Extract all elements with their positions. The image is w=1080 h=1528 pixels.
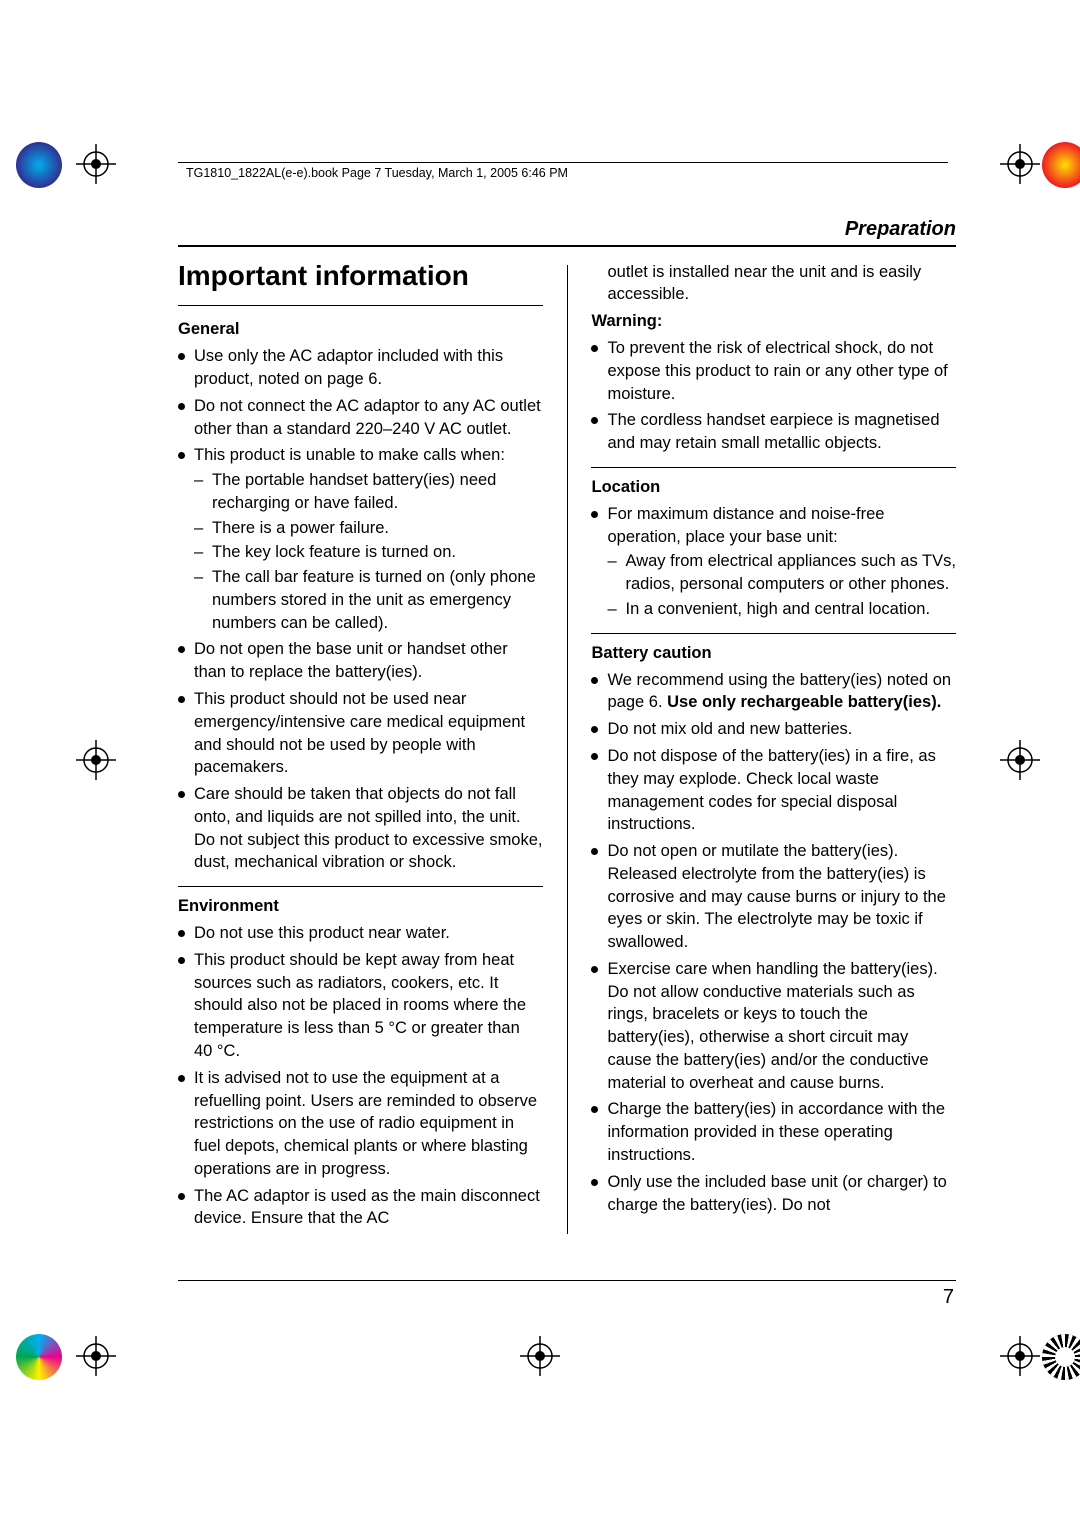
- warning-list: To prevent the risk of electrical shock,…: [591, 337, 956, 455]
- continuation-text: outlet is installed near the unit and is…: [591, 261, 956, 307]
- page-number: 7: [943, 1286, 954, 1309]
- list-item: Do not dispose of the battery(ies) in a …: [591, 745, 956, 836]
- crop-mark-icon: [76, 144, 116, 184]
- list-item: The cordless handset earpiece is magneti…: [591, 409, 956, 455]
- color-swatch-icon: [16, 1334, 62, 1380]
- list-item: Away from electrical appliances such as …: [607, 550, 956, 596]
- sublist: The portable handset battery(ies) need r…: [194, 469, 543, 634]
- crop-mark-icon: [76, 740, 116, 780]
- heading-environment: Environment: [178, 897, 543, 916]
- crop-mark-icon: [1000, 144, 1040, 184]
- page-title: Important information: [178, 261, 543, 292]
- crop-mark-icon: [520, 1336, 560, 1376]
- column-divider: [567, 265, 568, 1235]
- general-list: Use only the AC adaptor included with th…: [178, 345, 543, 874]
- color-swatch-icon: [16, 142, 62, 188]
- list-item: Do not open the base unit or handset oth…: [178, 638, 543, 684]
- section-rule: [178, 245, 956, 247]
- page-content: Preparation Important information Genera…: [178, 218, 956, 1234]
- list-item: This product is unable to make calls whe…: [178, 444, 543, 634]
- crop-mark-icon: [76, 1336, 116, 1376]
- heading-warning: Warning:: [591, 312, 956, 331]
- color-swatch-icon: [1042, 1334, 1080, 1380]
- list-item: We recommend using the battery(ies) note…: [591, 669, 956, 715]
- list-item: In a convenient, high and central locati…: [607, 598, 956, 621]
- list-item: Care should be taken that objects do not…: [178, 783, 543, 874]
- section-divider: [178, 886, 543, 887]
- location-list: For maximum distance and noise-free oper…: [591, 503, 956, 621]
- heading-location: Location: [591, 478, 956, 497]
- list-item: For maximum distance and noise-free oper…: [591, 503, 956, 621]
- heading-battery: Battery caution: [591, 644, 956, 663]
- footer-rule: [178, 1280, 956, 1281]
- section-divider: [591, 633, 956, 634]
- section-label: Preparation: [178, 218, 956, 241]
- crop-mark-icon: [1000, 1336, 1040, 1376]
- section-divider: [591, 467, 956, 468]
- list-item: This product should not be used near eme…: [178, 688, 543, 779]
- list-item: Exercise care when handling the battery(…: [591, 958, 956, 1095]
- list-item: Charge the battery(ies) in accordance wi…: [591, 1098, 956, 1166]
- title-rule: [178, 305, 543, 306]
- list-item: There is a power failure.: [194, 517, 543, 540]
- list-item: This product should be kept away from he…: [178, 949, 543, 1063]
- list-item: The key lock feature is turned on.: [194, 541, 543, 564]
- list-item: Do not mix old and new batteries.: [591, 718, 956, 741]
- list-item-text: For maximum distance and noise-free oper…: [607, 505, 884, 546]
- list-item: It is advised not to use the equipment a…: [178, 1067, 543, 1181]
- list-item-bold: Use only rechargeable battery(ies).: [667, 693, 941, 711]
- battery-list: We recommend using the battery(ies) note…: [591, 669, 956, 1217]
- environment-list: Do not use this product near water. This…: [178, 922, 543, 1230]
- color-swatch-icon: [1042, 142, 1080, 188]
- header-rule: [178, 162, 948, 163]
- heading-general: General: [178, 320, 543, 339]
- sublist: Away from electrical appliances such as …: [607, 550, 956, 620]
- left-column: Important information General Use only t…: [178, 261, 543, 1235]
- right-column: outlet is installed near the unit and is…: [591, 261, 956, 1235]
- list-item: Do not use this product near water.: [178, 922, 543, 945]
- header-text: TG1810_1822AL(e-e).book Page 7 Tuesday, …: [186, 166, 568, 180]
- list-item: Only use the included base unit (or char…: [591, 1171, 956, 1217]
- list-item: The portable handset battery(ies) need r…: [194, 469, 543, 515]
- list-item: The AC adaptor is used as the main disco…: [178, 1185, 543, 1231]
- list-item: Do not connect the AC adaptor to any AC …: [178, 395, 543, 441]
- list-item-text: This product is unable to make calls whe…: [194, 446, 505, 464]
- crop-mark-icon: [1000, 740, 1040, 780]
- list-item: Do not open or mutilate the battery(ies)…: [591, 840, 956, 954]
- list-item: To prevent the risk of electrical shock,…: [591, 337, 956, 405]
- list-item: Use only the AC adaptor included with th…: [178, 345, 543, 391]
- list-item: The call bar feature is turned on (only …: [194, 566, 543, 634]
